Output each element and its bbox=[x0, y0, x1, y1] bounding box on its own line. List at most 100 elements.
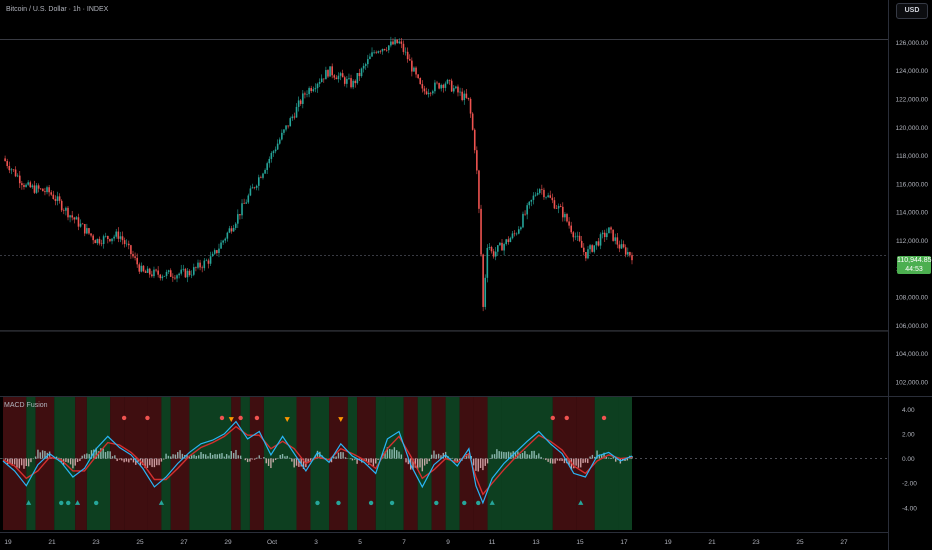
macd-histogram-bar bbox=[368, 458, 370, 465]
candle-body bbox=[306, 94, 308, 95]
candle-body bbox=[501, 242, 503, 251]
candle-body bbox=[425, 91, 428, 95]
candle-body bbox=[572, 232, 575, 238]
last-price-value: 110,944.85 bbox=[897, 257, 932, 264]
macd-histogram-bar bbox=[514, 451, 517, 459]
candle-body bbox=[222, 240, 224, 243]
candle-body bbox=[52, 194, 55, 200]
macd-histogram-bar bbox=[270, 458, 272, 469]
macd-histogram-bar bbox=[412, 458, 414, 470]
candle-body bbox=[476, 150, 478, 171]
macd-histogram-bar bbox=[286, 455, 288, 459]
macd-histogram-bar bbox=[158, 458, 160, 466]
macd-histogram-bar bbox=[88, 454, 90, 459]
price-tick-label: 108,000.00 bbox=[895, 295, 928, 302]
candle-body bbox=[297, 100, 300, 107]
candle-body bbox=[230, 228, 233, 232]
candle-body bbox=[90, 233, 92, 236]
indicator-title[interactable]: MACD Fusion bbox=[4, 402, 48, 409]
macd-histogram-bar bbox=[419, 458, 421, 468]
macd-histogram-bar bbox=[458, 458, 461, 461]
candle-body bbox=[434, 82, 436, 92]
candle-body bbox=[63, 210, 65, 211]
macd-histogram-bar bbox=[58, 457, 60, 459]
candle-body bbox=[367, 59, 369, 65]
macd-histogram-bar bbox=[598, 454, 601, 459]
candle-body bbox=[484, 277, 487, 307]
candle-body bbox=[526, 205, 528, 215]
candle-body bbox=[436, 82, 438, 84]
candle-body bbox=[543, 189, 545, 198]
candle-body bbox=[224, 238, 227, 241]
macd-histogram-bar bbox=[540, 456, 542, 459]
macd-histogram-bar bbox=[549, 458, 552, 464]
macd-histogram-bar bbox=[589, 456, 591, 459]
macd-histogram-bar bbox=[344, 457, 347, 459]
macd-histogram-bar bbox=[39, 452, 41, 459]
macd-histogram-bar bbox=[470, 455, 472, 459]
candle-body bbox=[260, 177, 262, 178]
candle-body bbox=[226, 232, 229, 239]
currency-button[interactable]: USD bbox=[896, 3, 928, 19]
candle-body bbox=[44, 191, 46, 193]
macd-histogram-bar bbox=[531, 450, 533, 459]
macd-histogram-bar bbox=[125, 458, 128, 462]
macd-histogram-bar bbox=[477, 458, 479, 472]
candle-body bbox=[211, 253, 214, 257]
macd-histogram-bar bbox=[20, 458, 23, 466]
candle-body bbox=[322, 78, 325, 80]
candle-body bbox=[73, 217, 76, 220]
macd-histogram-bar bbox=[90, 450, 93, 459]
candle-body bbox=[83, 224, 86, 234]
macd-histogram-bar bbox=[356, 458, 358, 464]
candle-body bbox=[54, 199, 57, 201]
macd-histogram-bar bbox=[486, 458, 489, 464]
macd-histogram-bar bbox=[146, 458, 149, 468]
macd-histogram-bar bbox=[365, 458, 368, 462]
macd-histogram-bar bbox=[207, 456, 209, 459]
macd-histogram-bar bbox=[433, 450, 435, 459]
candle-body bbox=[549, 195, 552, 198]
macd-histogram-bar bbox=[218, 453, 221, 459]
candle-body bbox=[140, 265, 143, 272]
candle-body bbox=[165, 271, 168, 276]
candle-body bbox=[218, 248, 220, 254]
signal-dot bbox=[601, 415, 607, 421]
candle-body bbox=[559, 205, 562, 207]
candle-body bbox=[616, 237, 619, 245]
candle-body bbox=[209, 256, 212, 264]
signal-dot bbox=[389, 500, 395, 506]
macd-histogram-bar bbox=[552, 458, 554, 464]
macd-histogram-bar bbox=[300, 458, 302, 467]
macd-histogram-bar bbox=[582, 458, 584, 464]
macd-bg-band bbox=[329, 397, 348, 530]
macd-bg-band bbox=[385, 397, 404, 530]
candle-body bbox=[562, 206, 564, 218]
macd-bg-band bbox=[431, 397, 446, 530]
candle-body bbox=[216, 250, 218, 254]
candle-body bbox=[39, 188, 42, 190]
macd-histogram-bar bbox=[393, 447, 396, 459]
macd-histogram-bar bbox=[197, 455, 200, 459]
candle-body bbox=[394, 39, 396, 45]
candle-body bbox=[629, 252, 631, 256]
candle-body bbox=[119, 236, 122, 239]
candle-body bbox=[411, 60, 413, 72]
time-tick-label: 3 bbox=[314, 539, 318, 546]
candle-body bbox=[408, 59, 411, 61]
sell-triangle bbox=[338, 417, 344, 422]
macd-tick-label: -2.00 bbox=[902, 481, 917, 488]
candle-body bbox=[320, 78, 323, 82]
macd-histogram-bar bbox=[624, 458, 626, 461]
time-tick-label: 27 bbox=[180, 539, 188, 546]
candle-body bbox=[423, 88, 426, 92]
candle-body bbox=[6, 161, 8, 167]
candle-body bbox=[153, 269, 155, 277]
macd-histogram-bar bbox=[456, 458, 458, 463]
candle-body bbox=[46, 187, 48, 193]
macd-histogram-bar bbox=[204, 454, 207, 459]
candle-body bbox=[390, 41, 392, 46]
macd-histogram-bar bbox=[107, 451, 109, 459]
candle-body bbox=[329, 66, 331, 77]
